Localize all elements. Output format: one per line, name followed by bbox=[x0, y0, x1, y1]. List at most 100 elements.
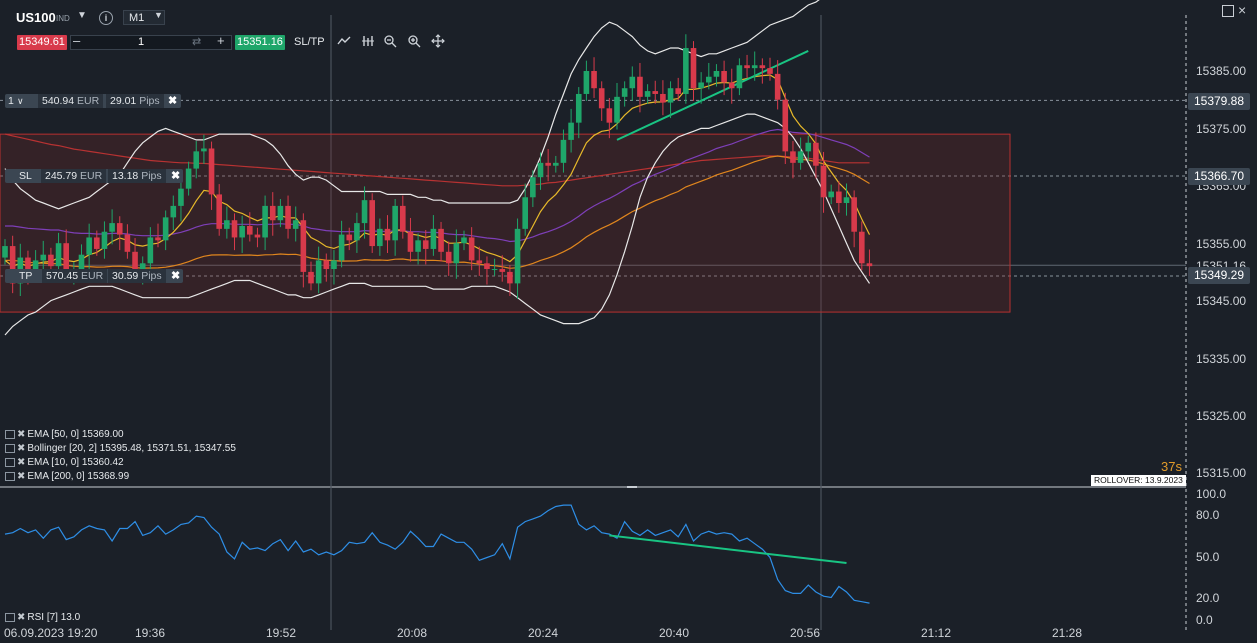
candle-body bbox=[422, 240, 429, 249]
indicator-bollinger[interactable]: ✖ Bollinger [20, 2] 15395.48, 15371.51, 1… bbox=[5, 443, 236, 454]
candle-body bbox=[859, 231, 865, 264]
settings-icon[interactable] bbox=[5, 612, 15, 622]
remove-icon[interactable]: ✖ bbox=[17, 457, 26, 468]
indicator-label: EMA [50, 0] 15369.00 bbox=[27, 429, 124, 440]
sl-label: SL bbox=[19, 170, 32, 182]
candle-body bbox=[690, 48, 697, 89]
position-pips: 29.01 Pips bbox=[106, 94, 164, 108]
candle-body bbox=[201, 148, 207, 152]
zoom-out-icon[interactable] bbox=[382, 34, 398, 50]
candle-body bbox=[78, 254, 85, 270]
settings-icon[interactable] bbox=[5, 471, 15, 481]
rsi-axis-label: 20.0 bbox=[1196, 591, 1220, 605]
candle-body bbox=[285, 205, 291, 229]
candle-body bbox=[583, 71, 590, 94]
line-chart-icon[interactable] bbox=[336, 34, 352, 50]
rollover-label: ROLLOVER: 13.9.2023 bbox=[1091, 475, 1186, 486]
indicator-ema50[interactable]: ✖ EMA [50, 0] 15369.00 bbox=[5, 429, 124, 440]
candle-body bbox=[300, 220, 307, 272]
candle-body bbox=[25, 257, 31, 270]
candle-body bbox=[453, 243, 460, 264]
candle-body bbox=[530, 177, 536, 198]
sell-button[interactable]: 15349.61 bbox=[17, 35, 67, 50]
time-axis-label: 19:52 bbox=[266, 626, 297, 640]
price-axis-label: 15345.00 bbox=[1196, 294, 1247, 308]
candle-body bbox=[48, 254, 54, 267]
candle-body bbox=[621, 88, 628, 97]
time-axis-label: 21:28 bbox=[1052, 626, 1083, 640]
candle-countdown: 37s bbox=[1161, 459, 1182, 474]
time-axis-label: 20:40 bbox=[659, 626, 690, 640]
indicator-ema200[interactable]: ✖ EMA [200, 0] 15368.99 bbox=[5, 471, 129, 482]
bollinger-lower-line bbox=[4, 113, 870, 336]
timeframe-select[interactable]: M1 bbox=[123, 10, 165, 25]
position-count[interactable]: 1 bbox=[8, 95, 14, 107]
settings-icon[interactable] bbox=[5, 443, 15, 453]
candle-body bbox=[124, 234, 131, 252]
move-icon[interactable] bbox=[430, 34, 446, 50]
remove-icon[interactable]: ✖ bbox=[17, 612, 26, 623]
candle-body bbox=[461, 237, 467, 244]
candle-body bbox=[292, 220, 299, 229]
price-axis-label: 15375.00 bbox=[1196, 122, 1247, 136]
indicators-icon[interactable] bbox=[360, 34, 376, 50]
candle-body bbox=[514, 228, 521, 284]
symbol-name[interactable]: US100 bbox=[16, 10, 56, 25]
lot-increase-button[interactable]: + bbox=[217, 33, 225, 48]
settings-icon[interactable] bbox=[5, 429, 15, 439]
lot-size-value[interactable]: 1 bbox=[138, 36, 145, 48]
chevron-down-icon[interactable]: ▼ bbox=[154, 10, 163, 20]
maximize-icon[interactable] bbox=[1222, 5, 1234, 17]
candle-body bbox=[55, 243, 62, 267]
candle-body bbox=[507, 271, 513, 284]
candle-body bbox=[652, 91, 659, 94]
close-sl-icon[interactable]: ✖ bbox=[171, 170, 181, 182]
candle-body bbox=[208, 148, 215, 195]
ema50-line bbox=[5, 128, 870, 243]
indicator-rsi[interactable]: ✖ RSI [7] 13.0 bbox=[5, 612, 80, 623]
buy-button[interactable]: 15351.16 bbox=[235, 35, 285, 50]
candle-body bbox=[369, 200, 375, 247]
lot-size-field[interactable] bbox=[70, 35, 232, 50]
candle-body bbox=[361, 200, 368, 224]
candle-body bbox=[384, 228, 391, 241]
candle-body bbox=[797, 151, 804, 163]
lot-decrease-button[interactable]: – bbox=[73, 33, 81, 48]
candle-body bbox=[468, 237, 475, 261]
candle-body bbox=[262, 205, 268, 238]
close-position-icon[interactable]: ✖ bbox=[168, 95, 178, 107]
zoom-in-icon[interactable] bbox=[406, 34, 422, 50]
remove-icon[interactable]: ✖ bbox=[17, 429, 26, 440]
candle-body bbox=[751, 65, 758, 69]
position-tag[interactable]: 1 ∨ 540.94 EUR 29.01 Pips ✖ bbox=[5, 94, 181, 108]
candle-body bbox=[86, 237, 92, 255]
tp-label: TP bbox=[19, 270, 33, 282]
candle-body bbox=[224, 220, 230, 229]
ema-orange-line bbox=[4, 155, 870, 269]
settings-icon[interactable] bbox=[5, 457, 15, 467]
chevron-down-icon[interactable]: ∨ bbox=[17, 96, 24, 106]
candle-body bbox=[63, 243, 69, 275]
sl-tag[interactable]: SL 245.79 EUR 13.18 Pips ✖ bbox=[5, 169, 183, 183]
refresh-icon[interactable]: ⇄ bbox=[192, 36, 202, 48]
remove-icon[interactable]: ✖ bbox=[17, 471, 26, 482]
price-axis-label: 15335.00 bbox=[1196, 352, 1247, 366]
sltp-button[interactable]: SL/TP bbox=[294, 36, 325, 48]
candle-body bbox=[598, 88, 605, 109]
rsi-axis-label: 50.0 bbox=[1196, 550, 1220, 564]
symbol-dropdown-icon[interactable]: ▼ bbox=[77, 10, 87, 21]
candle-body bbox=[736, 65, 743, 89]
candle-body bbox=[706, 76, 712, 83]
candle-body bbox=[2, 246, 8, 258]
indicator-ema10[interactable]: ✖ EMA [10, 0] 15360.42 bbox=[5, 457, 124, 468]
close-icon[interactable]: × bbox=[1238, 2, 1247, 18]
tp-tag[interactable]: TP 570.45 EUR 30.59 Pips ✖ bbox=[5, 269, 183, 283]
candle-body bbox=[277, 205, 284, 221]
remove-icon[interactable]: ✖ bbox=[17, 443, 26, 454]
position-profit: 540.94 EUR bbox=[38, 94, 104, 108]
candle-body bbox=[254, 234, 261, 238]
close-tp-icon[interactable]: ✖ bbox=[171, 270, 181, 282]
candle-body bbox=[660, 93, 666, 103]
info-icon[interactable]: i bbox=[99, 11, 113, 25]
